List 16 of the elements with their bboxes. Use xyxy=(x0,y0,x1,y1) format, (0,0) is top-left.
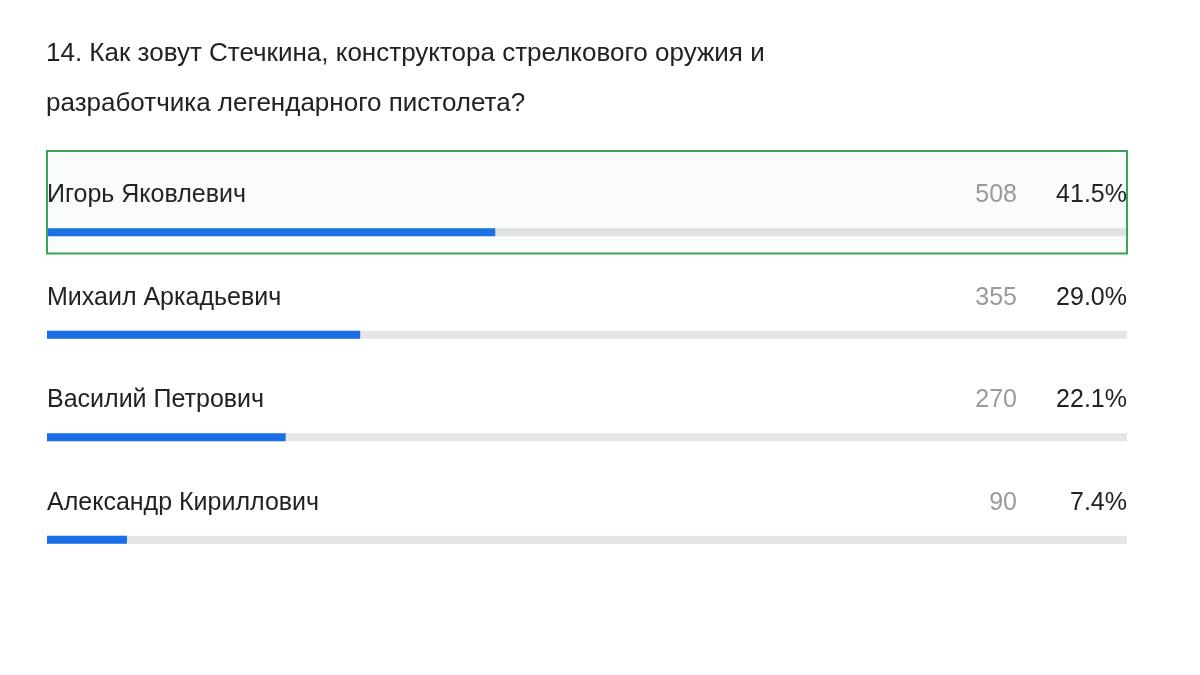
data-label: 41.5% xyxy=(1056,179,1127,208)
bar xyxy=(47,535,127,544)
text: разработчика легендарного пистолета? xyxy=(46,87,526,117)
bar xyxy=(47,433,286,442)
annotation: 355 xyxy=(975,281,1017,310)
y-tick-label: Александр Кириллович xyxy=(47,486,320,515)
annotation: 90 xyxy=(989,486,1017,515)
y-tick-label: Михаил Аркадьевич xyxy=(47,281,282,310)
data-label: 22.1% xyxy=(1056,384,1127,413)
annotation: 508 xyxy=(975,179,1017,208)
y-tick-label: Василий Петрович xyxy=(47,384,265,413)
annotation: 270 xyxy=(975,384,1017,413)
data-label: 7.4% xyxy=(1070,486,1127,515)
data-label: 29.0% xyxy=(1056,281,1127,310)
y-tick-label: Игорь Яковлевич xyxy=(47,179,246,208)
text: 14. Как зовут Стечкина, конструктора стрелкового оружия и xyxy=(46,37,765,67)
